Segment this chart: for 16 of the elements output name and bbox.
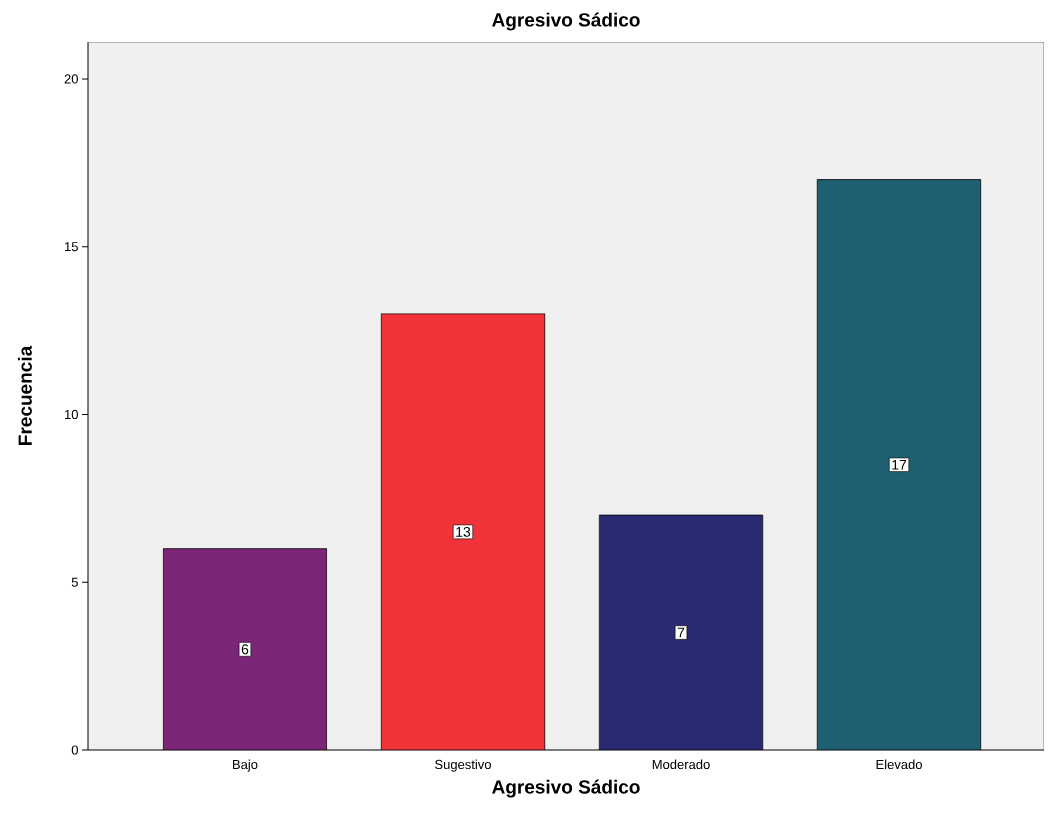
x-axis-title: Agresivo Sádico (492, 779, 640, 798)
y-tick-label: 0 (71, 745, 78, 755)
y-tick-label: 5 (71, 577, 78, 587)
x-tick-label: Sugestivo (435, 759, 491, 772)
x-tick-label: Elevado (876, 759, 922, 770)
chart-title: Agresivo Sádico (492, 12, 640, 31)
data-label: 7 (677, 627, 685, 638)
y-axis-title: Frecuencia (17, 345, 32, 445)
x-tick-label: Moderado (652, 759, 710, 770)
x-tick-label: Bajo (233, 759, 258, 772)
data-label: 6 (241, 644, 249, 655)
data-label: 17 (892, 459, 907, 470)
data-label: 13 (456, 526, 471, 537)
y-tick-label: 15 (65, 242, 78, 252)
y-tick-label: 10 (65, 409, 78, 420)
y-tick-label: 20 (64, 74, 78, 84)
